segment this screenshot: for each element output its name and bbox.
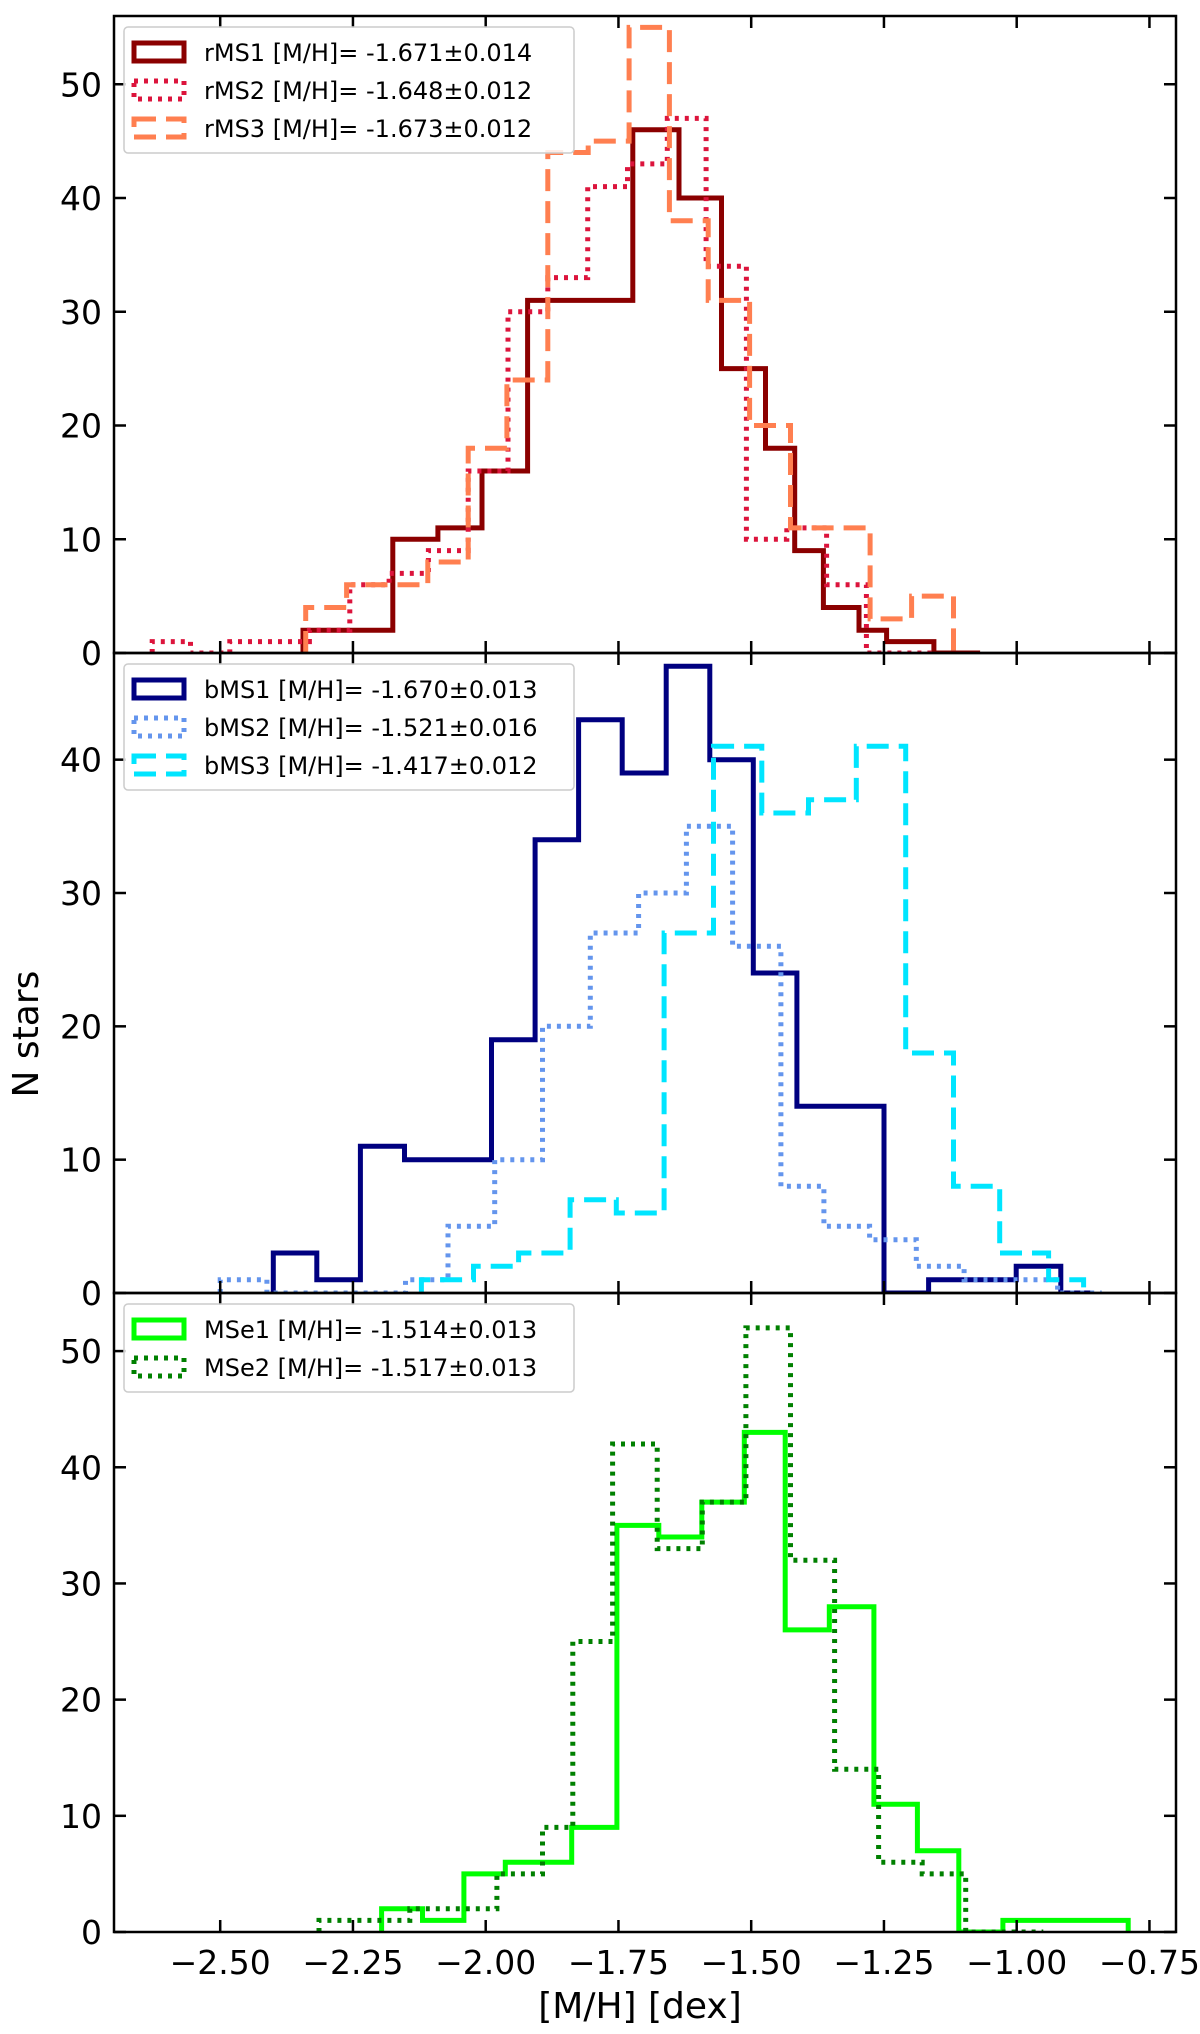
x-tick-label: −2.50: [170, 1943, 271, 1982]
histogram-series-1: [270, 663, 1094, 1293]
series-group: [316, 1325, 1131, 1932]
y-tick-label: 10: [60, 1141, 102, 1180]
legend-box: [123, 26, 575, 154]
y-tick-label: 20: [60, 1681, 102, 1720]
y-tick-label: 30: [60, 874, 102, 913]
y-tick-label: 0: [81, 634, 102, 673]
legend-label-3: rMS3 [M/H]= -1.673±0.012: [204, 115, 532, 143]
histogram-series-3: [303, 24, 956, 653]
legend-label-1: bMS1 [M/H]= -1.670±0.013: [204, 676, 538, 704]
x-tick-label: −1.50: [701, 1943, 802, 1982]
y-tick-label: 0: [81, 1913, 102, 1952]
y-tick-label: 40: [60, 1448, 102, 1487]
x-tick-label: −2.00: [435, 1943, 536, 1982]
series-group: [217, 663, 1102, 1293]
legend-label-2: bMS2 [M/H]= -1.521±0.016: [204, 714, 538, 742]
panel-frame: [112, 1291, 1178, 1934]
y-tick-label: 20: [60, 407, 102, 446]
x-tick-label: −1.75: [568, 1943, 669, 1982]
y-tick-label: 50: [60, 65, 102, 104]
x-tick-label: −0.75: [1099, 1943, 1200, 1982]
legend: bMS1 [M/H]= -1.670±0.013 bMS2 [M/H]= -1.5…: [123, 663, 575, 791]
legend-swatch-1: [131, 40, 187, 64]
histogram-series-1: [379, 1429, 1131, 1932]
histogram-series-2: [316, 1325, 1044, 1932]
y-tick-label: 30: [60, 1564, 102, 1603]
panel-bottom: 0 10 20 30 40 50 −2.50 −2.25 −2.00 −1.75 −1.50 −1.2…: [60, 1291, 1200, 1982]
y-tick-label: 50: [60, 1332, 102, 1371]
histogram-series-1: [300, 127, 981, 653]
y-tick-label: 10: [60, 1797, 102, 1836]
legend-box: [123, 663, 575, 791]
y-tick-label: 30: [60, 293, 102, 332]
legend: rMS1 [M/H]= -1.671±0.014 rMS2 [M/H]= -1.6…: [123, 26, 575, 154]
legend-swatch-2: [131, 715, 187, 739]
x-axis-label: [M/H] [dex]: [538, 1986, 742, 2027]
panels: 0 10 20 30 40 50 rMS1 [M/H]= -1.671±0.014 rMS2 …: [60, 14, 1200, 1982]
y-tick-label: 0: [81, 1274, 102, 1313]
legend-label-1: MSe1 [M/H]= -1.514±0.013: [204, 1316, 537, 1344]
y-tick-label: 20: [60, 1007, 102, 1046]
legend-swatch-2: [131, 1355, 187, 1379]
y-tick-label: 40: [60, 741, 102, 780]
legend-label-2: MSe2 [M/H]= -1.517±0.013: [204, 1354, 537, 1382]
series-group: [149, 24, 981, 653]
legend-label-2: rMS2 [M/H]= -1.648±0.012: [204, 77, 532, 105]
legend-swatch-1: [131, 1317, 187, 1341]
histogram-series-2: [149, 115, 938, 653]
panel-middle: 0 10 20 30 40 bMS1 [M/H]= -1.670±0.013 bMS2 [M…: [60, 651, 1178, 1313]
legend-label-3: bMS3 [M/H]= -1.417±0.012: [204, 752, 538, 780]
x-tick-label: −2.25: [302, 1943, 403, 1982]
y-tick-label: 40: [60, 179, 102, 218]
x-tick-label: −1.00: [966, 1943, 1067, 1982]
legend-swatch-2: [131, 78, 187, 102]
histogram-series-2: [217, 823, 1102, 1293]
legend-label-1: rMS1 [M/H]= -1.671±0.014: [204, 39, 532, 67]
panel-top: 0 10 20 30 40 50 rMS1 [M/H]= -1.671±0.014 rMS2 …: [60, 14, 1178, 673]
histogram-series-3: [418, 743, 1087, 1293]
y-tick-label: 10: [60, 520, 102, 559]
legend-swatch-1: [131, 677, 187, 701]
x-tick-label: −1.25: [833, 1943, 934, 1982]
legend: MSe1 [M/H]= -1.514±0.013 MSe2 [M/H]= -1.5…: [123, 1303, 575, 1393]
y-axis-label: N stars: [6, 971, 47, 1098]
legend-box: [123, 1303, 575, 1393]
